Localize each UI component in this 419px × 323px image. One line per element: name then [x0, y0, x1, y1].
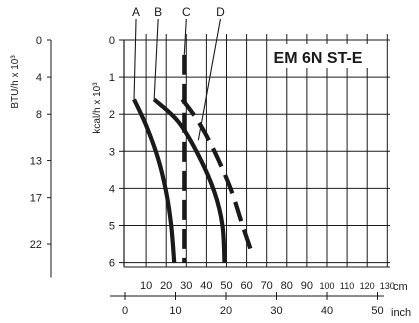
series-label-c: C — [182, 5, 191, 19]
title-box: EM 6N ST-E — [268, 44, 368, 68]
x-axis-cm-tick-label: 120 — [360, 281, 375, 291]
series-leader-b — [153, 18, 159, 100]
x-axis-inch-tick-label: 10 — [169, 305, 181, 317]
grid — [123, 34, 390, 267]
y-axis-left-tick-label: 13 — [30, 156, 42, 168]
y-axis-right-tick-label: 6 — [109, 258, 115, 270]
series-line-d — [180, 98, 255, 256]
axis-titles: BTU/h x 10³ kcal/h x 10³ cm inch — [10, 55, 411, 319]
x-axis-cm-tick-label: 90 — [301, 280, 313, 292]
x-axis-cm-tick-label: 20 — [160, 280, 172, 292]
y-axis-right-title: kcal/h x 10³ — [92, 82, 103, 134]
y-axis-left-tick-label: 8 — [36, 109, 42, 121]
series-line-a — [132, 98, 177, 263]
y-axis-left-title: BTU/h x 10³ — [10, 55, 21, 109]
series-leader-d — [197, 18, 222, 141]
x-axis-cm-tick-label: 60 — [240, 280, 252, 292]
y-axis-right-tick-label: 3 — [109, 146, 115, 158]
title-background — [268, 44, 368, 68]
y-axis-left-tick-label: 0 — [36, 35, 42, 47]
x-axis-cm-tick-label: 100 — [319, 281, 334, 291]
y-axis-right-tick-label: 5 — [109, 221, 115, 233]
series-lines — [132, 54, 255, 263]
x-axis-inch-tick-label: 0 — [122, 305, 128, 317]
x-axis-cm-tick-label: 70 — [261, 280, 273, 292]
x-axis-cm-tick-label: 30 — [180, 280, 192, 292]
series-label-d: D — [216, 5, 225, 19]
x-axis-cm-tick-label: 40 — [200, 280, 212, 292]
chart-title: EM 6N ST-E — [274, 50, 363, 67]
x-axis-cm-tick-label: 50 — [220, 280, 232, 292]
y-axis-left-tick-label: 22 — [30, 239, 42, 251]
x-axis-inch-unit: inch — [391, 307, 411, 319]
y-axis-left-tick-label: 17 — [30, 193, 42, 205]
y-axis-right-tick-label: 4 — [109, 183, 115, 195]
x-axis-cm-tick-label: 10 — [140, 280, 152, 292]
x-axis-inch-tick-label: 50 — [371, 305, 383, 317]
y-axis-right-tick-label: 1 — [109, 72, 115, 84]
series-leader-a — [133, 18, 137, 100]
series-label-a: A — [132, 5, 140, 19]
y-axis-left-tick-label: 4 — [36, 72, 42, 84]
y-axis-right-tick-label: 0 — [109, 35, 115, 47]
series-leader-c — [183, 18, 187, 55]
x-axis-cm-tick-label: 110 — [340, 281, 354, 291]
x-axis-inch-tick-label: 20 — [220, 305, 232, 317]
x-axis-inch-tick-label: 30 — [270, 305, 282, 317]
x-axis-cm-tick-label: 130 — [380, 281, 395, 291]
series-line-b — [152, 97, 227, 263]
x-axis-inch-tick-label: 40 — [321, 305, 333, 317]
y-axis-right-tick-label: 2 — [109, 109, 115, 121]
x-axis-cm-unit: cm — [393, 281, 408, 293]
series-label-b: B — [154, 5, 162, 19]
x-axis-cm-tick-label: 80 — [281, 280, 293, 292]
